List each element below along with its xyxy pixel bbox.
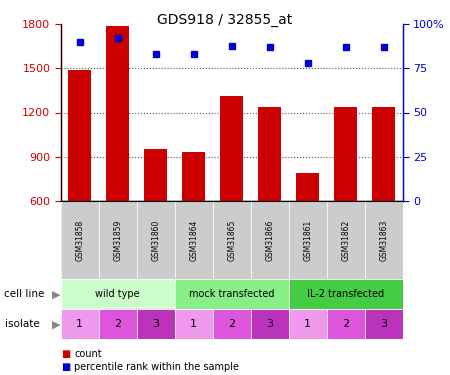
Bar [137, 309, 175, 339]
Text: 2: 2 [342, 320, 349, 329]
Bar [99, 201, 137, 279]
Bar [251, 201, 289, 279]
Bar [137, 201, 175, 279]
Text: GDS918 / 32855_at: GDS918 / 32855_at [158, 13, 292, 27]
Bar [251, 309, 289, 339]
Text: isolate: isolate [4, 320, 39, 329]
Bar [289, 279, 403, 309]
Bar [289, 309, 327, 339]
Bar [220, 96, 243, 289]
Text: GSM31860: GSM31860 [151, 219, 160, 261]
Bar [175, 309, 213, 339]
Bar [365, 201, 403, 279]
Text: GSM31863: GSM31863 [379, 219, 388, 261]
Bar [106, 26, 129, 289]
Text: 1: 1 [76, 320, 83, 329]
Bar [99, 309, 137, 339]
Text: 1: 1 [190, 320, 197, 329]
Text: 3: 3 [266, 320, 273, 329]
Text: GSM31862: GSM31862 [341, 219, 350, 261]
Text: 2: 2 [228, 320, 235, 329]
Bar [297, 173, 319, 289]
Bar [372, 106, 395, 289]
Bar [182, 152, 205, 289]
Bar [327, 201, 365, 279]
Text: 3: 3 [152, 320, 159, 329]
Bar [144, 149, 167, 289]
Bar [61, 309, 99, 339]
Bar [213, 201, 251, 279]
Bar [365, 309, 403, 339]
Bar [289, 201, 327, 279]
Text: ▶: ▶ [52, 320, 61, 329]
Bar [258, 106, 281, 289]
Bar [61, 279, 175, 309]
Text: GSM31858: GSM31858 [75, 219, 84, 261]
Text: count: count [74, 350, 102, 359]
Text: GSM31865: GSM31865 [227, 219, 236, 261]
Text: IL-2 transfected: IL-2 transfected [307, 290, 384, 299]
Text: 2: 2 [114, 320, 122, 329]
Bar [327, 309, 365, 339]
Bar [334, 106, 357, 289]
Text: GSM31864: GSM31864 [189, 219, 198, 261]
Text: ■: ■ [61, 350, 70, 359]
Text: GSM31859: GSM31859 [113, 219, 122, 261]
Text: mock transfected: mock transfected [189, 290, 274, 299]
Bar [61, 201, 99, 279]
Text: 1: 1 [304, 320, 311, 329]
Text: GSM31866: GSM31866 [265, 219, 274, 261]
Text: 3: 3 [380, 320, 387, 329]
Bar [68, 70, 91, 289]
Bar [213, 309, 251, 339]
Text: ■: ■ [61, 362, 70, 372]
Text: ▶: ▶ [52, 290, 61, 299]
Bar [175, 201, 213, 279]
Text: GSM31861: GSM31861 [303, 219, 312, 261]
Text: wild type: wild type [95, 290, 140, 299]
Bar [175, 279, 289, 309]
Text: cell line: cell line [4, 290, 45, 299]
Text: percentile rank within the sample: percentile rank within the sample [74, 362, 239, 372]
